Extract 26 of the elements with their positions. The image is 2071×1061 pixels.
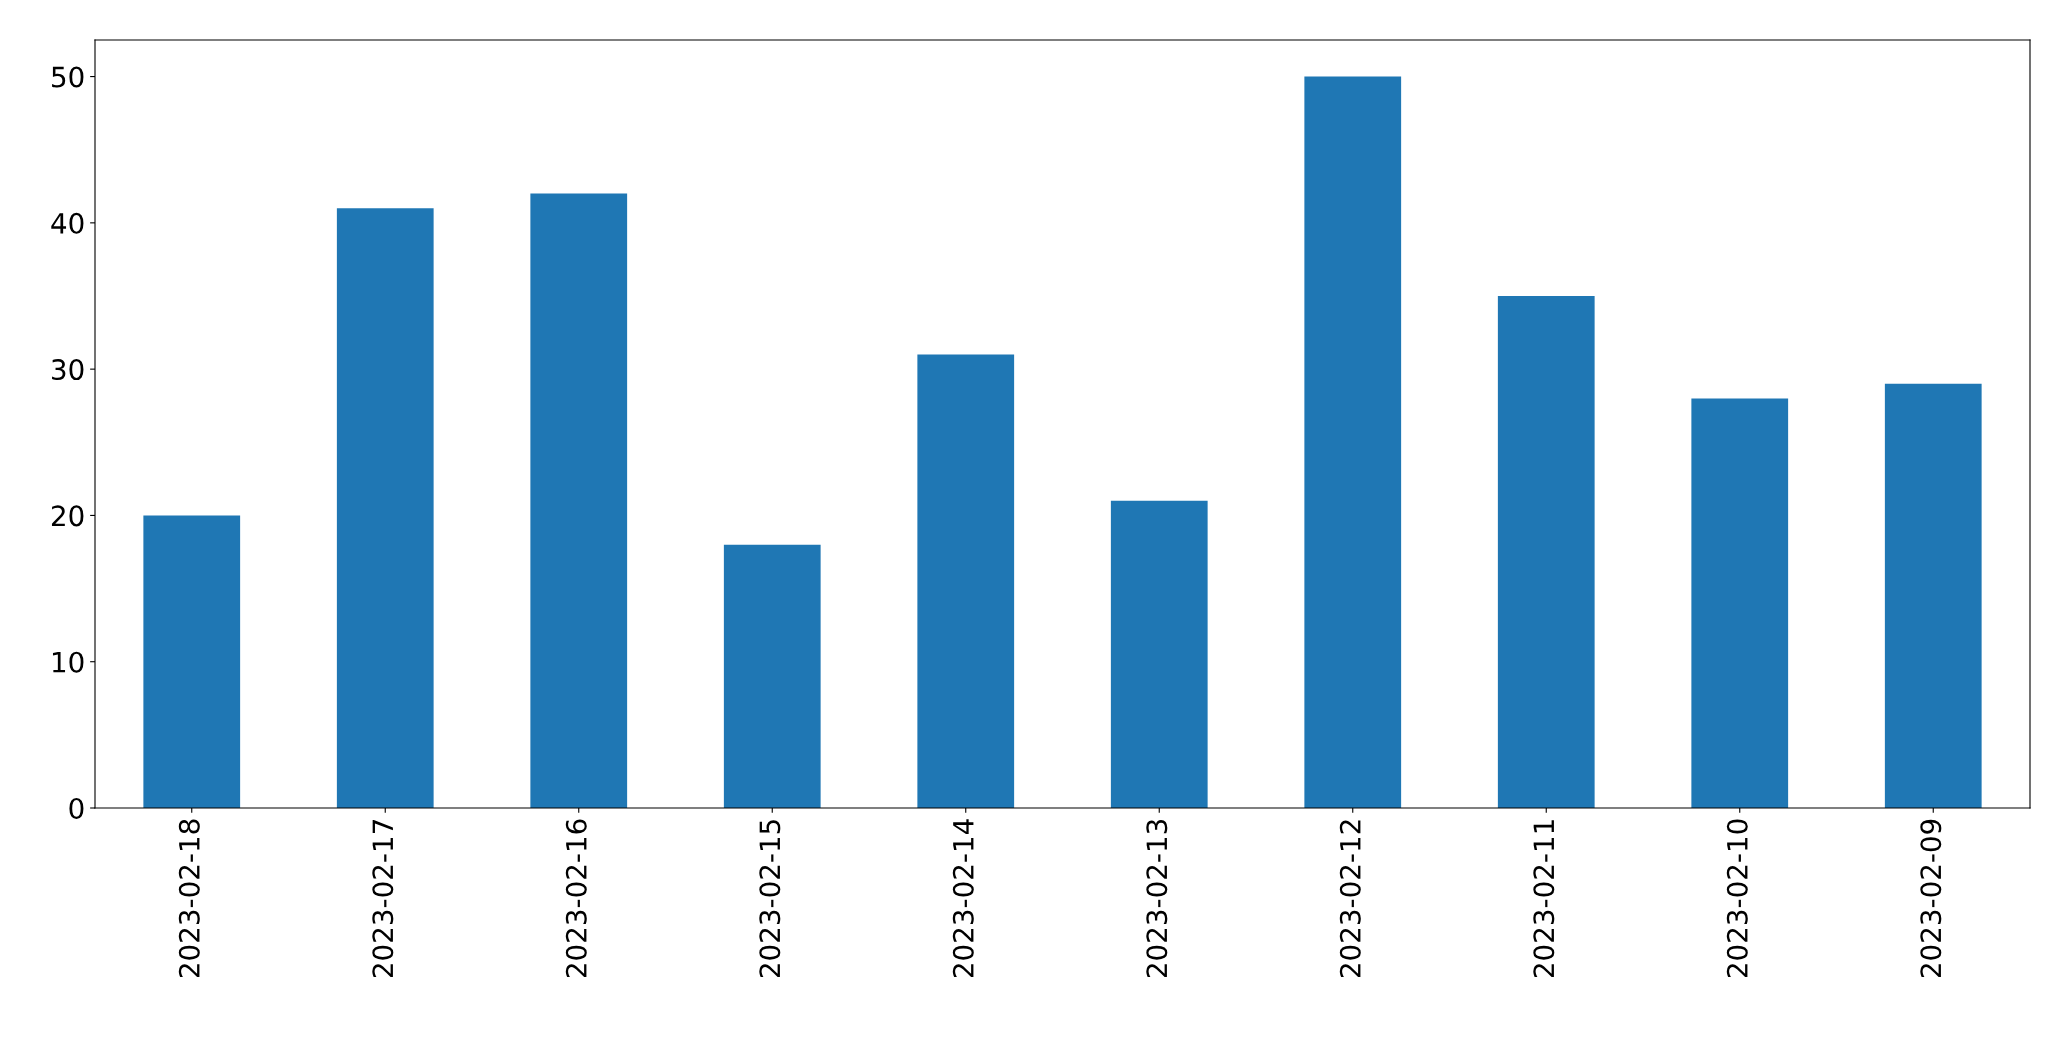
y-tick-label: 20: [51, 505, 84, 527]
y-tick-label: 10: [52, 651, 84, 673]
x-tick-label: 2023-02-14: [952, 819, 974, 978]
y-tick-label: 50: [52, 66, 84, 88]
bar: [917, 354, 1015, 808]
x-tick-label: 2023-02-17: [372, 820, 394, 978]
x-tick-label: 2023-02-16: [565, 819, 587, 978]
x-tick-label: 2023-02-13: [1146, 819, 1168, 978]
x-tick-label: 2023-02-15: [759, 820, 781, 978]
y-tick-label: 0: [69, 797, 84, 819]
x-tick-label: 2023-02-12: [1339, 820, 1361, 978]
bar: [1304, 76, 1402, 808]
bar: [1497, 296, 1595, 808]
bar: [143, 515, 241, 808]
x-tick-label: 2023-02-10: [1726, 819, 1748, 978]
bar: [336, 208, 434, 808]
x-tick-label: 2023-02-18: [178, 819, 200, 978]
x-tick-label: 2023-02-11: [1533, 820, 1555, 978]
y-tick-label: 30: [52, 359, 84, 381]
bar: [1110, 500, 1208, 808]
y-tick-label: 40: [51, 212, 84, 234]
bar: [530, 193, 628, 808]
x-tick-label: 2023-02-09: [1920, 819, 1942, 978]
bar: [1884, 383, 1982, 808]
bar: [1691, 398, 1789, 808]
bar: [723, 544, 821, 808]
